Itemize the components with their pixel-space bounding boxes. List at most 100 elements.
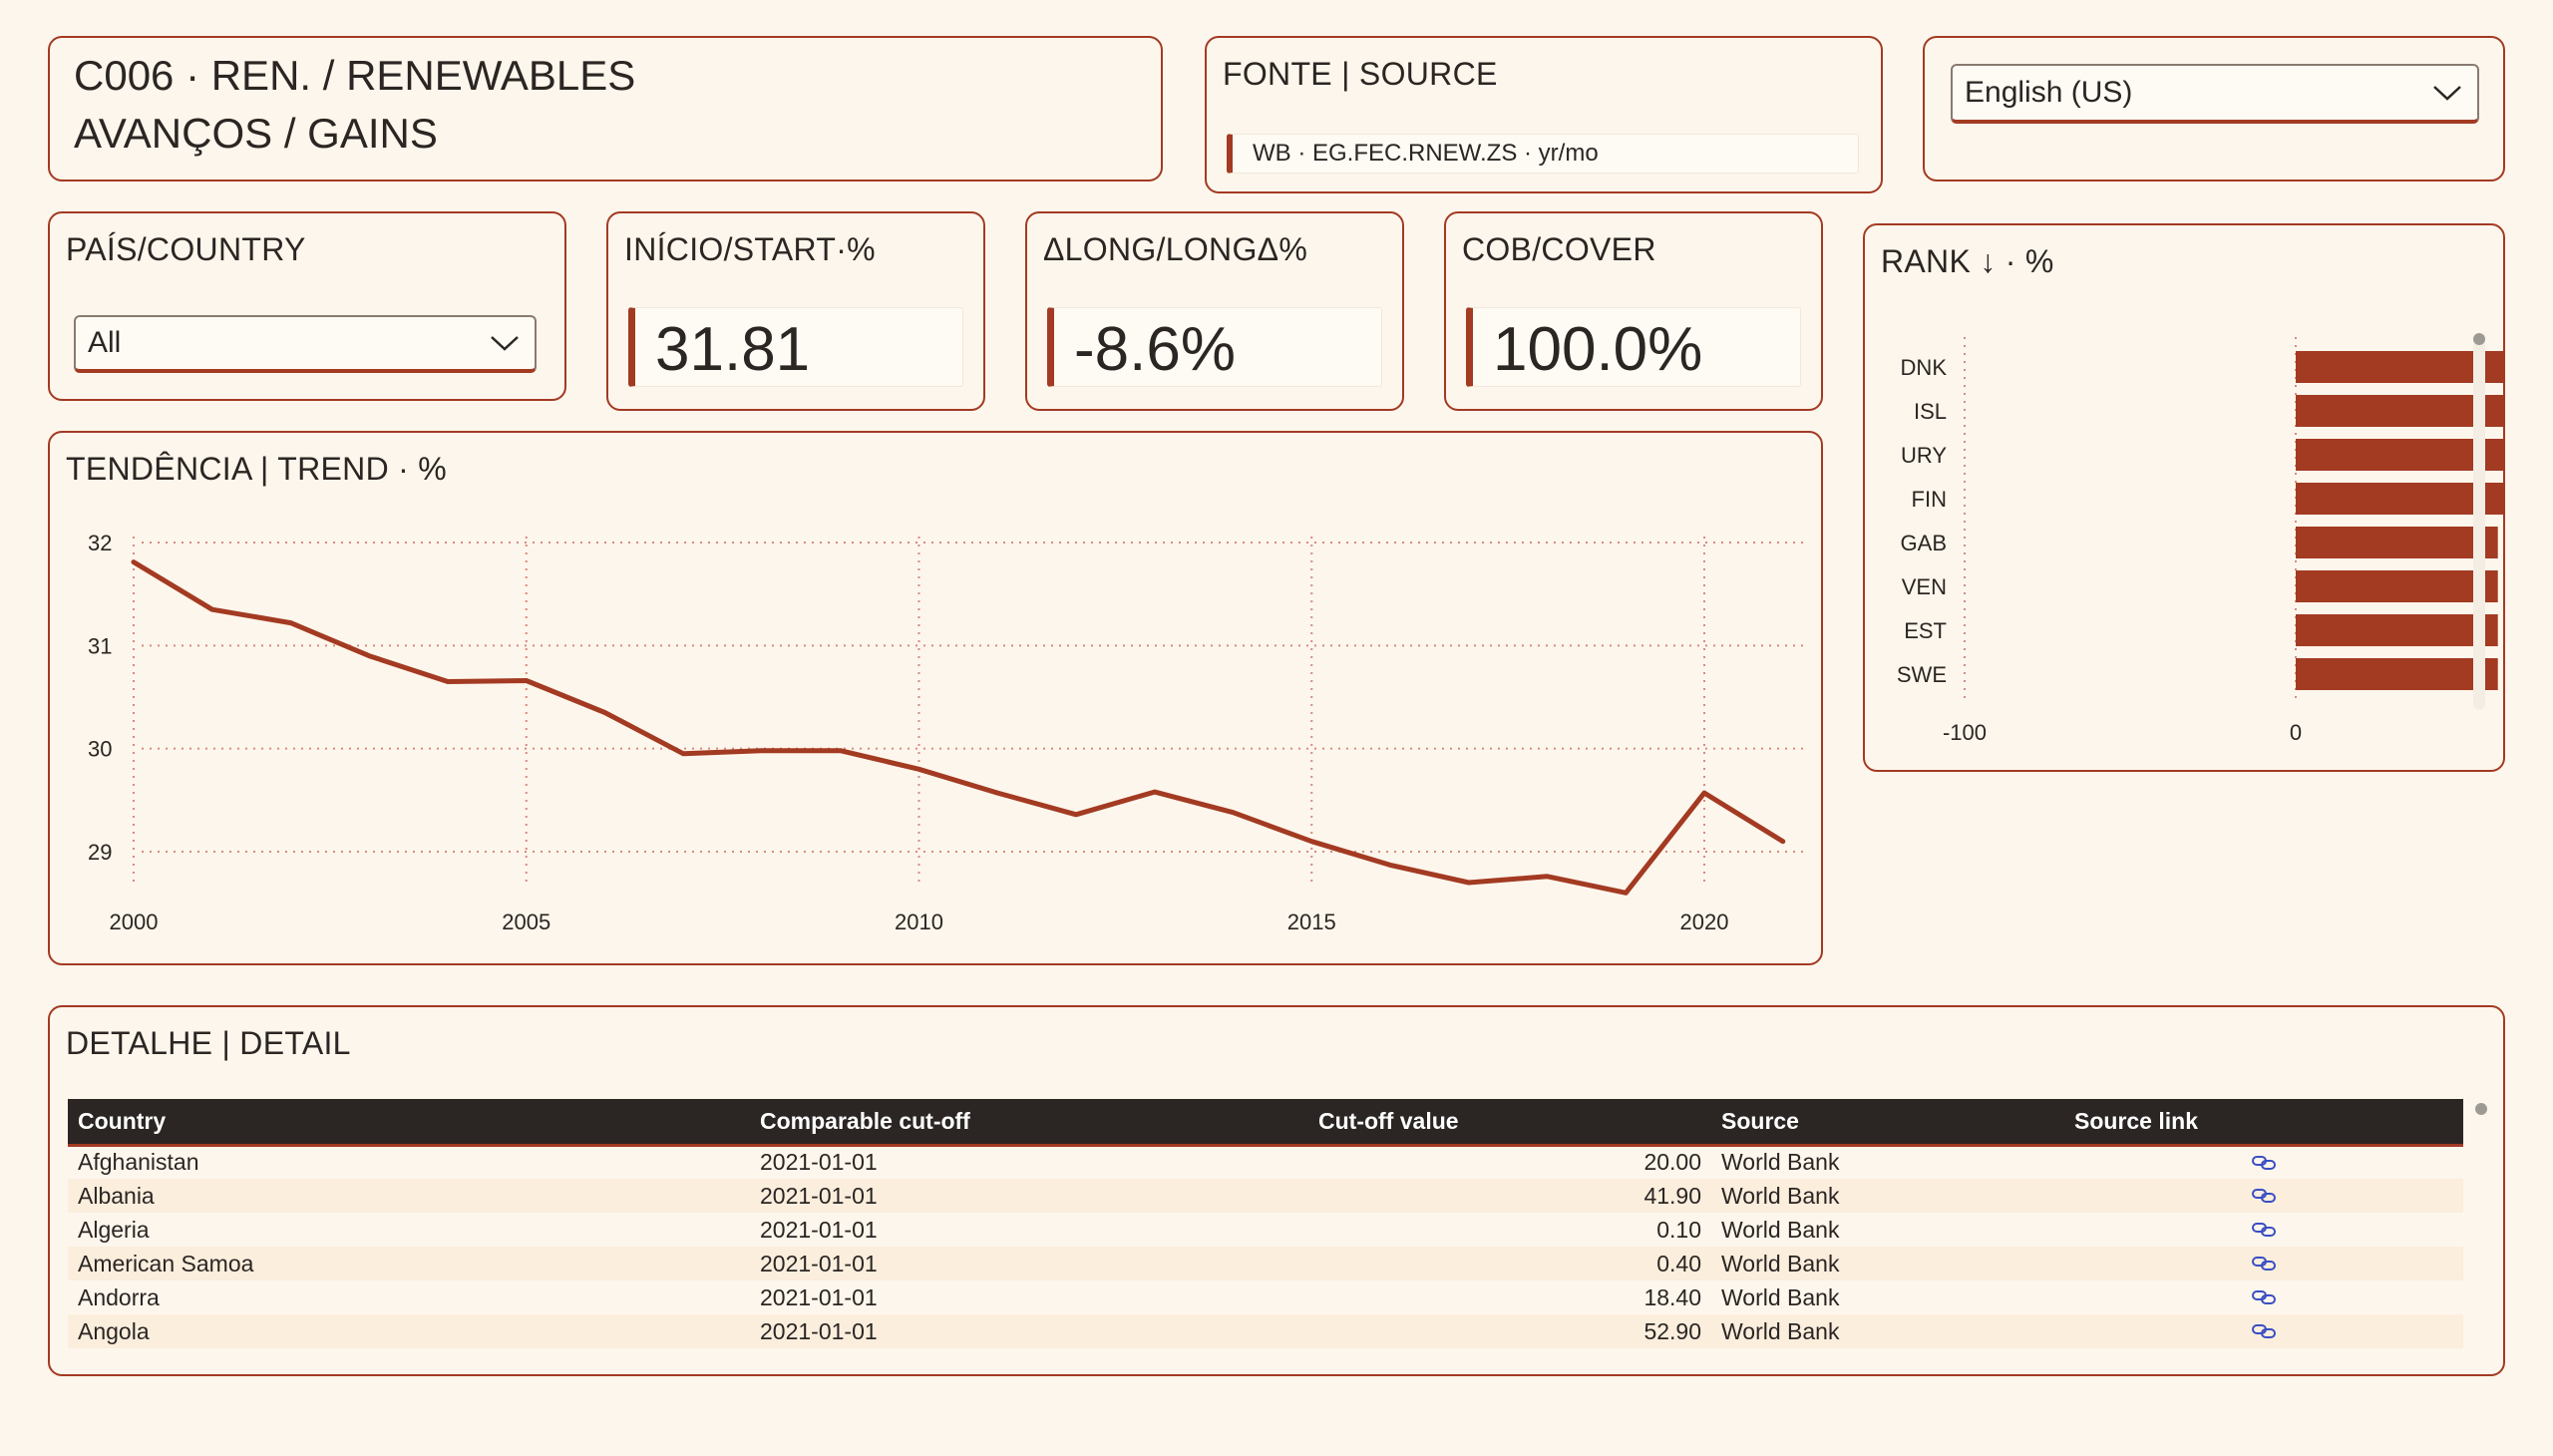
link-icon[interactable] xyxy=(2251,1255,2277,1273)
value-cell: 41.90 xyxy=(1308,1179,1711,1213)
value-cell: 52.90 xyxy=(1308,1314,1711,1348)
chevron-down-icon xyxy=(2433,86,2461,101)
trend-series-line xyxy=(131,559,1786,896)
rank-title: RANK ↓ · % xyxy=(1881,243,2054,279)
rank-bar[interactable] xyxy=(2296,483,2503,515)
kpi-start-card: INÍCIO/START·% 31.81 xyxy=(606,211,985,411)
link-icon[interactable] xyxy=(2251,1322,2277,1340)
rank-category-label: GAB xyxy=(1901,531,1947,555)
rank-scrollbar-thumb[interactable] xyxy=(2473,333,2485,345)
cutoff-cell: 2021-01-01 xyxy=(750,1314,1308,1348)
country-cell: Angola xyxy=(68,1314,750,1348)
detail-scrollbar-thumb[interactable] xyxy=(2475,1103,2487,1115)
link-icon[interactable] xyxy=(2251,1288,2277,1306)
rank-bar[interactable] xyxy=(2296,351,2503,383)
trend-x-tick-label: 2015 xyxy=(1287,910,1336,934)
rank-category-label: ISL xyxy=(1914,399,1947,424)
source-title: FONTE | SOURCE xyxy=(1223,56,1498,92)
table-row[interactable]: Angola 2021-01-01 52.90 World Bank xyxy=(68,1314,2463,1348)
value-cell: 0.10 xyxy=(1656,1216,1701,1243)
rank-scrollbar-track[interactable] xyxy=(2473,333,2485,710)
detail-table: Country Comparable cut-off Cut-off value… xyxy=(68,1099,2463,1348)
table-header-row: Country Comparable cut-off Cut-off value… xyxy=(68,1099,2463,1147)
trend-y-tick-label: 32 xyxy=(88,531,112,555)
column-header-source-link[interactable]: Source link xyxy=(2064,1099,2463,1147)
cutoff-cell: 2021-01-01 xyxy=(750,1179,1308,1213)
country-cell: Algeria xyxy=(78,1216,150,1243)
rank-category-label: FIN xyxy=(1912,487,1947,512)
source-cell: World Bank xyxy=(1721,1149,1840,1176)
trend-line-chart: 29 30 31 32 2000 2005 2010 2015 2020 xyxy=(88,531,1805,934)
rank-bar-chart: DNK ISL URY FIN GAB VEN EST SWE -100 0 xyxy=(1897,337,2503,745)
kpi-cover-value: 100.0% xyxy=(1493,315,1703,384)
source-cell: World Bank xyxy=(1711,1179,2064,1213)
language-dropdown[interactable]: English (US) xyxy=(1951,64,2479,124)
rank-bar[interactable] xyxy=(2296,614,2498,646)
cutoff-cell: 2021-01-01 xyxy=(760,1283,878,1310)
detail-title: DETALHE | DETAIL xyxy=(66,1025,351,1061)
link-icon[interactable] xyxy=(2251,1154,2277,1172)
chevron-down-icon xyxy=(491,336,519,351)
table-row[interactable]: Andorra 2021-01-01 18.40 World Bank xyxy=(68,1280,2463,1314)
kpi-start-box: 31.81 xyxy=(628,307,963,387)
source-card: FONTE | SOURCE WB · EG.FEC.RNEW.ZS · yr/… xyxy=(1205,36,1883,193)
kpi-delta-card: ΔLONG/LONGΔ% -8.6% xyxy=(1025,211,1404,411)
column-header-country[interactable]: Country xyxy=(68,1099,750,1147)
source-link-cell[interactable] xyxy=(2064,1145,2463,1179)
column-header-source[interactable]: Source xyxy=(1711,1099,2064,1147)
source-link-cell[interactable] xyxy=(2064,1247,2463,1280)
kpi-start-title: INÍCIO/START·% xyxy=(624,231,876,267)
link-icon[interactable] xyxy=(2251,1221,2277,1239)
rank-bar[interactable] xyxy=(2296,439,2503,471)
country-cell: Andorra xyxy=(78,1283,160,1310)
rank-category-label: SWE xyxy=(1897,662,1947,687)
country-cell: Albania xyxy=(68,1179,750,1213)
kpi-delta-box: -8.6% xyxy=(1047,307,1382,387)
country-selected: All xyxy=(88,326,122,359)
rank-bar[interactable] xyxy=(2296,658,2498,690)
rank-category-label: URY xyxy=(1901,443,1947,468)
trend-y-tick-label: 30 xyxy=(88,737,112,762)
value-cell: 18.40 xyxy=(1643,1283,1701,1310)
trend-x-tick-label: 2000 xyxy=(110,910,159,934)
kpi-delta-title: ΔLONG/LONGΔ% xyxy=(1043,231,1308,267)
trend-y-tick-label: 29 xyxy=(88,840,112,865)
detail-card: DETALHE | DETAIL Country Comparable cut-… xyxy=(48,1005,2505,1376)
trend-x-tick-label: 2010 xyxy=(895,910,943,934)
table-row[interactable]: Afghanistan 2021-01-01 20.00 World Bank xyxy=(68,1145,2463,1179)
kpi-cover-box: 100.0% xyxy=(1466,307,1801,387)
source-link-cell[interactable] xyxy=(2064,1280,2463,1314)
language-selected: English (US) xyxy=(1965,76,2133,109)
rank-category-label: VEN xyxy=(1902,574,1947,599)
table-row[interactable]: American Samoa 2021-01-01 0.40 World Bank xyxy=(68,1247,2463,1280)
rank-bar[interactable] xyxy=(2296,395,2503,427)
source-cell: World Bank xyxy=(1721,1283,1840,1310)
table-row[interactable]: Algeria 2021-01-01 0.10 World Bank xyxy=(68,1213,2463,1247)
source-cell: World Bank xyxy=(1711,1314,2064,1348)
cutoff-cell: 2021-01-01 xyxy=(760,1149,878,1176)
language-card: English (US) xyxy=(1923,36,2505,182)
column-header-cutoff[interactable]: Comparable cut-off xyxy=(750,1099,1308,1147)
source-cell: World Bank xyxy=(1721,1216,1840,1243)
link-icon[interactable] xyxy=(2251,1187,2277,1205)
value-cell: 0.40 xyxy=(1308,1247,1711,1280)
source-link-cell[interactable] xyxy=(2064,1179,2463,1213)
trend-title: TENDÊNCIA | TREND · % xyxy=(66,451,448,487)
rank-category-label: EST xyxy=(1904,618,1947,643)
country-filter-title: PAÍS/COUNTRY xyxy=(66,231,306,267)
trend-x-tick-label: 2005 xyxy=(502,910,550,934)
source-link-cell[interactable] xyxy=(2064,1314,2463,1348)
column-header-value[interactable]: Cut-off value xyxy=(1308,1099,1711,1147)
table-row[interactable]: Albania 2021-01-01 41.90 World Bank xyxy=(68,1179,2463,1213)
kpi-delta-value: -8.6% xyxy=(1074,315,1236,384)
source-text: WB · EG.FEC.RNEW.ZS · yr/mo xyxy=(1227,134,1859,174)
source-link-cell[interactable] xyxy=(2064,1213,2463,1247)
value-cell: 20.00 xyxy=(1643,1149,1701,1176)
rank-card: RANK ↓ · % DNK ISL URY FIN GAB VEN EST SWE -100… xyxy=(1863,223,2505,772)
country-cell: Afghanistan xyxy=(78,1149,199,1176)
report-title: C006 · REN. / RENEWABLES xyxy=(74,52,636,99)
rank-bar[interactable] xyxy=(2296,527,2498,558)
country-dropdown[interactable]: All xyxy=(74,315,537,373)
rank-x-tick-label: 0 xyxy=(2290,720,2302,745)
rank-bar[interactable] xyxy=(2296,570,2498,602)
